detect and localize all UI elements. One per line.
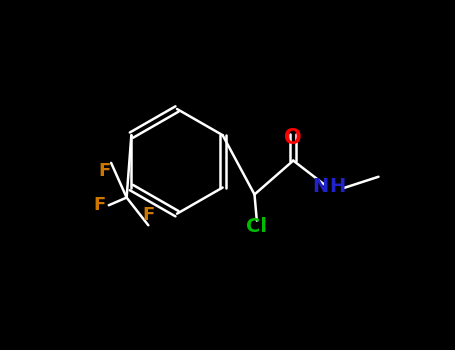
Text: F: F bbox=[142, 206, 154, 224]
Text: H: H bbox=[329, 177, 345, 196]
Text: O: O bbox=[284, 128, 302, 148]
Text: N: N bbox=[313, 177, 329, 196]
Text: F: F bbox=[99, 162, 111, 180]
Text: F: F bbox=[93, 196, 106, 214]
Text: Cl: Cl bbox=[246, 217, 268, 236]
